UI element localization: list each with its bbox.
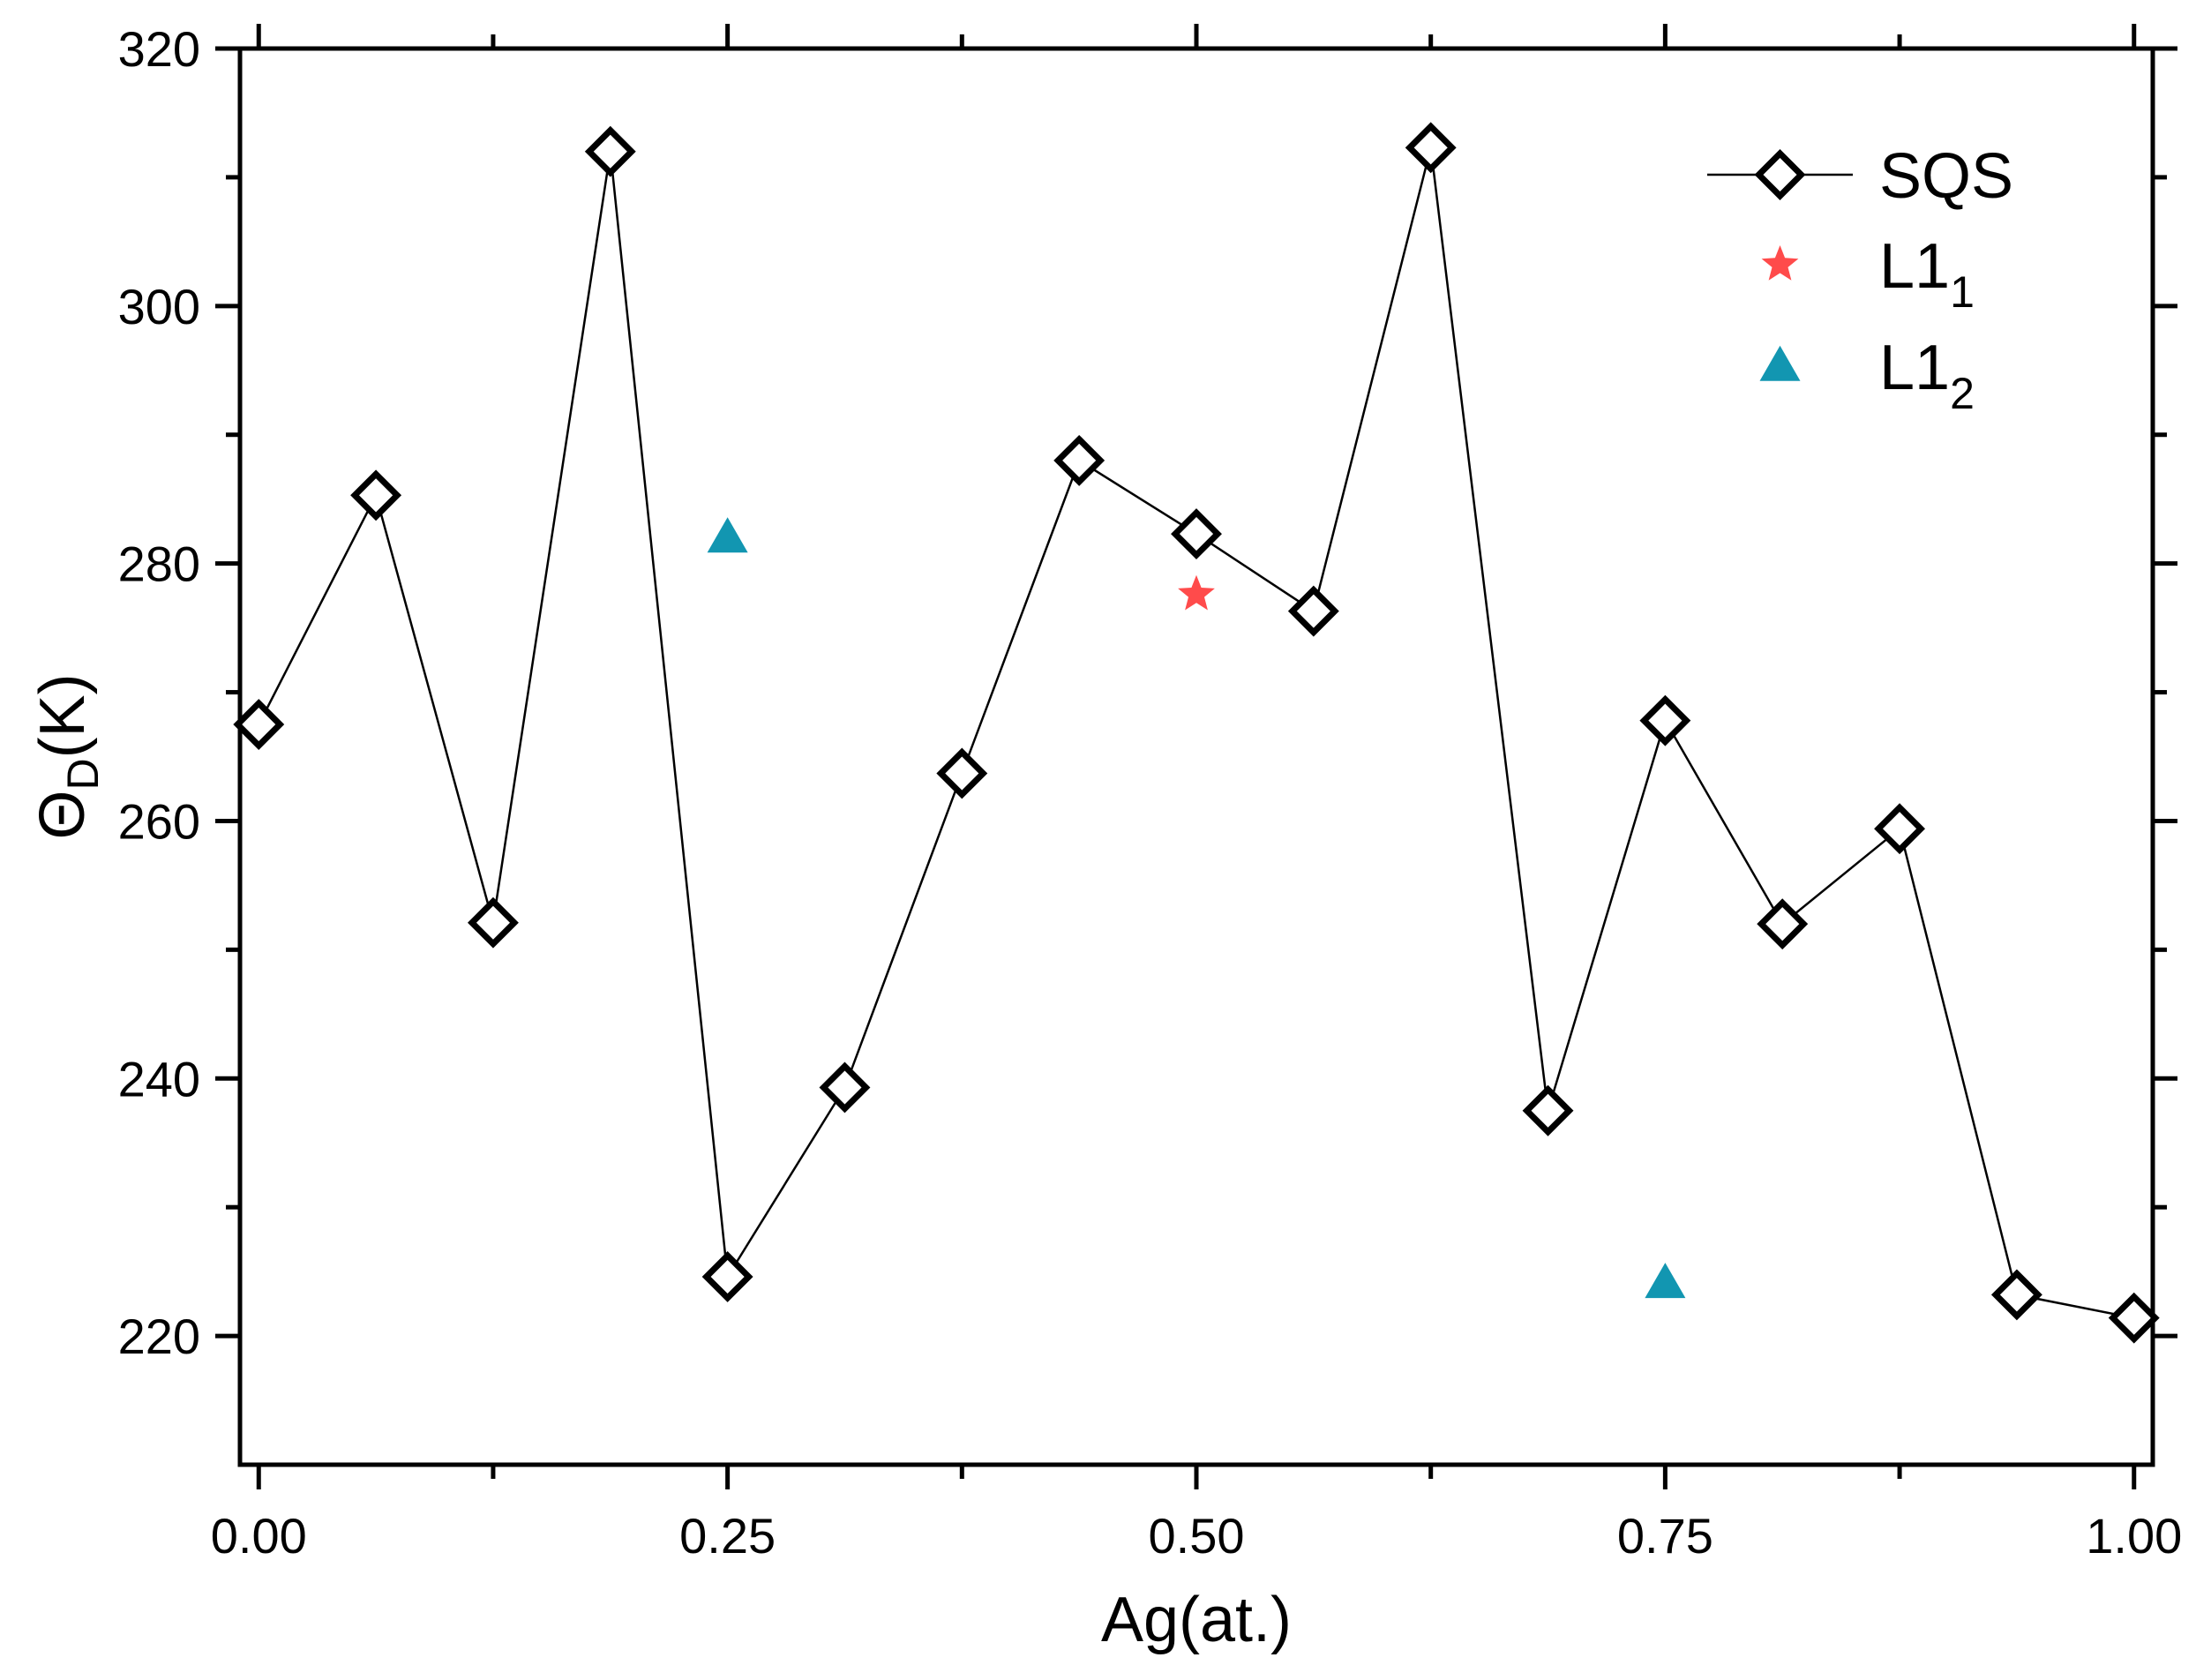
x-tick-label: 0.75 (1617, 1508, 1713, 1564)
data-point (584, 125, 636, 177)
data-point (701, 1251, 753, 1302)
legend-label: SQS (1879, 141, 2013, 212)
data-point (707, 517, 748, 553)
legend-marker (1761, 245, 1799, 281)
tick-labels: 0.00 0.25 0.50 0.75 1.00 220 240 260 280 300 320 (118, 21, 2183, 1564)
legend: SQS L11 L12 (1707, 141, 2013, 418)
series-layer (233, 122, 2160, 1344)
series-l12 (707, 517, 1686, 1299)
tick-marks (215, 24, 2177, 1489)
data-point (1990, 1269, 2042, 1321)
data-point (1178, 574, 1215, 611)
data-point (1645, 1263, 1686, 1299)
data-point (1171, 508, 1222, 560)
y-tick-label: 240 (118, 1051, 200, 1106)
legend-item-l12: L12 (1759, 333, 1975, 418)
series-line-sqs (258, 146, 2134, 1319)
data-point (1874, 803, 1926, 855)
data-point (233, 699, 285, 750)
series-sqs (233, 122, 2160, 1344)
data-point (1639, 694, 1691, 746)
y-tick-label: 220 (118, 1309, 200, 1364)
legend-item-l11: L11 (1761, 231, 1975, 317)
data-point (1522, 1084, 1574, 1136)
x-tick-label: 0.50 (1149, 1508, 1245, 1564)
legend-marker (1759, 345, 1801, 381)
legend-label: L11 (1879, 231, 1975, 317)
y-tick-label: 300 (118, 279, 200, 334)
y-tick-label: 260 (118, 793, 200, 849)
y-tick-label: 280 (118, 536, 200, 592)
x-axis-title: Ag(at.) (1101, 1585, 1292, 1655)
data-point (819, 1061, 871, 1114)
data-point (467, 896, 519, 949)
legend-label: L12 (1879, 333, 1975, 418)
data-point (2108, 1292, 2160, 1344)
legend-marker (1754, 149, 1806, 200)
x-tick-label: 0.00 (211, 1508, 307, 1564)
y-axis-title-suffix: (K) (27, 673, 98, 758)
svg-text:ΘD(K): ΘD(K) (27, 673, 108, 839)
data-point (1287, 585, 1339, 637)
data-point (936, 747, 988, 799)
x-tick-label: 0.25 (679, 1508, 776, 1564)
legend-item-sqs: SQS (1707, 141, 2013, 212)
y-axis-title: ΘD(K) (27, 673, 108, 839)
data-point (350, 469, 402, 521)
y-axis-title-symbol: Θ (27, 791, 98, 840)
series-l11 (1178, 574, 1215, 611)
y-axis-title-subscript: D (58, 758, 108, 790)
x-tick-label: 1.00 (2086, 1508, 2182, 1564)
plot-frame (237, 46, 2155, 1467)
data-point (1053, 434, 1106, 486)
data-point (1405, 122, 1457, 174)
y-tick-label: 320 (118, 21, 200, 77)
data-point (1757, 898, 1809, 950)
